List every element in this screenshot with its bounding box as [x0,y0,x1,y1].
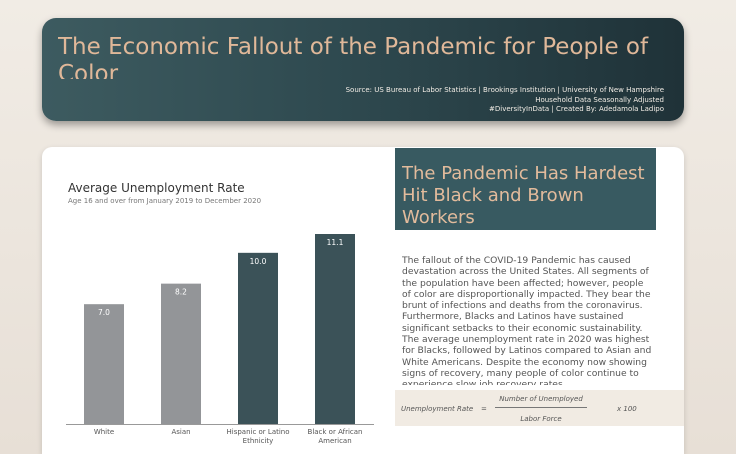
category-tick-label: American [318,437,351,445]
formula-lhs: Unemployment Rate [401,405,474,413]
category-tick-label: Black or African [308,428,363,436]
chart-title: Average Unemployment Rate [68,181,245,195]
panel-title: The Pandemic Has Hardest Hit Black and B… [402,163,645,228]
source-credits: Source: US Bureau of Labor Statistics | … [244,86,664,115]
bar-chart: 7.0 White 8.2 Asian 10.0 Hispanic or LatinoEt… [66,234,374,445]
formula-multiplier: x 100 [617,405,637,413]
formula-denominator: Labor Force [520,415,562,423]
page-title: The Economic Fallout of the Pandemic for… [58,34,649,79]
category-tick-label: Asian [171,428,190,436]
source-line: Source: US Bureau of Labor Statistics | … [345,86,664,94]
unemployment-formula: Unemployment Rate = Number of Unemployed… [395,390,684,426]
source-line: #DiversityInData | Created By: Adedamola… [489,105,664,113]
data-label: 10.0 [250,257,267,266]
chart-subtitle: Age 16 and over from January 2019 to Dec… [68,197,262,205]
category-tick-label: Hispanic or Latino [226,428,289,436]
data-label: 11.1 [327,238,344,247]
data-label: 8.2 [175,288,187,297]
panel-body-text: The fallout of the COVID-19 Pandemic has… [402,255,652,385]
bar [315,234,355,424]
bar [161,283,201,424]
formula-equals: = [481,405,487,413]
source-line: Household Data Seasonally Adjusted [535,95,664,104]
bar [84,304,124,424]
formula-fraction-line [495,407,587,408]
formula-numerator: Number of Unemployed [499,395,583,403]
category-tick-label: White [94,428,114,436]
content-card: Average Unemployment Rate Age 16 and ove… [42,147,684,454]
headline-panel: The Pandemic Has Hardest Hit Black and B… [395,148,656,230]
header-banner: The Economic Fallout of the Pandemic for… [42,18,684,121]
data-label: 7.0 [98,308,110,317]
bar [238,252,278,424]
category-tick-label: Ethnicity [243,437,274,445]
